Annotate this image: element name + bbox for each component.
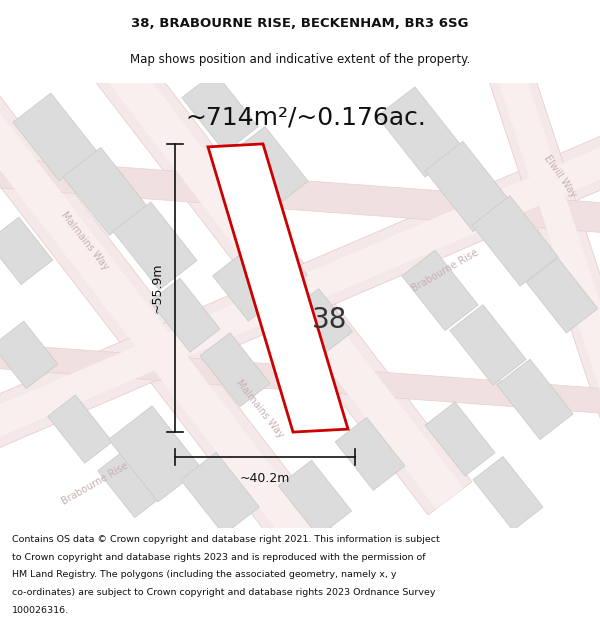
Text: Elwill Way: Elwill Way [542, 154, 578, 199]
Text: 38, BRABOURNE RISE, BECKENHAM, BR3 6SG: 38, BRABOURNE RISE, BECKENHAM, BR3 6SG [131, 17, 469, 29]
Text: co-ordinates) are subject to Crown copyright and database rights 2023 Ordnance S: co-ordinates) are subject to Crown copyr… [12, 588, 436, 597]
Polygon shape [181, 452, 259, 534]
Text: ~40.2m: ~40.2m [240, 472, 290, 485]
Polygon shape [377, 87, 463, 177]
Text: 100026316.: 100026316. [12, 606, 69, 615]
Polygon shape [63, 148, 147, 236]
Polygon shape [113, 202, 197, 290]
Polygon shape [232, 126, 308, 207]
Polygon shape [268, 289, 353, 371]
Text: Brabourne Rise: Brabourne Rise [410, 248, 480, 294]
Polygon shape [48, 395, 112, 463]
Polygon shape [526, 258, 598, 333]
Polygon shape [425, 402, 495, 476]
Polygon shape [278, 460, 352, 537]
Text: ~714m²/~0.176ac.: ~714m²/~0.176ac. [185, 105, 426, 129]
Polygon shape [78, 26, 472, 515]
Text: Brabourne Rise: Brabourne Rise [60, 461, 130, 507]
Polygon shape [86, 32, 464, 509]
Polygon shape [450, 305, 526, 385]
Text: Contains OS data © Crown copyright and database right 2021. This information is : Contains OS data © Crown copyright and d… [12, 535, 440, 544]
Polygon shape [0, 92, 334, 568]
Polygon shape [0, 119, 600, 452]
Text: Malmains Way: Malmains Way [59, 210, 111, 272]
Polygon shape [497, 359, 573, 439]
Polygon shape [425, 141, 511, 231]
Polygon shape [487, 39, 600, 562]
Polygon shape [0, 321, 58, 389]
Polygon shape [13, 93, 97, 181]
Polygon shape [200, 332, 270, 407]
Polygon shape [0, 86, 342, 574]
Polygon shape [0, 157, 600, 236]
Polygon shape [402, 251, 478, 331]
Text: 38: 38 [313, 306, 347, 334]
Polygon shape [0, 217, 53, 284]
Text: to Crown copyright and database rights 2023 and is reproduced with the permissio: to Crown copyright and database rights 2… [12, 552, 425, 562]
Polygon shape [150, 278, 220, 352]
Polygon shape [0, 128, 600, 442]
Text: Map shows position and indicative extent of the property.: Map shows position and indicative extent… [130, 53, 470, 66]
Polygon shape [473, 456, 543, 531]
Polygon shape [208, 144, 348, 432]
Polygon shape [335, 418, 405, 490]
Polygon shape [472, 196, 558, 286]
Text: HM Land Registry. The polygons (including the associated geometry, namely x, y: HM Land Registry. The polygons (includin… [12, 571, 397, 579]
Polygon shape [0, 342, 600, 417]
Text: ~55.9m: ~55.9m [151, 262, 163, 313]
Polygon shape [109, 406, 201, 502]
Text: Malmains Way: Malmains Way [234, 378, 286, 440]
Polygon shape [182, 72, 258, 152]
Polygon shape [212, 230, 307, 321]
Polygon shape [98, 449, 162, 518]
Polygon shape [479, 36, 600, 565]
